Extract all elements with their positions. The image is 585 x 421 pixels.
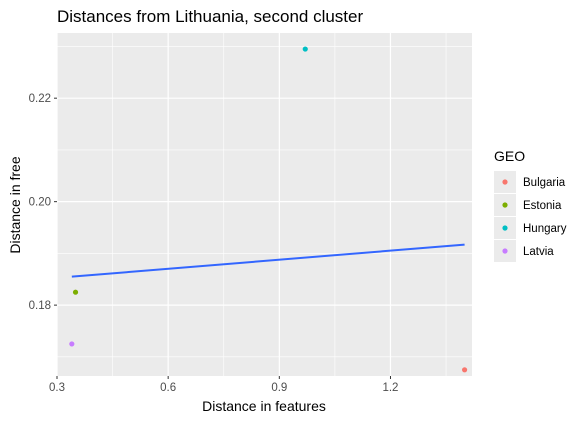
legend-key-hungary [502, 225, 507, 230]
x-tick-label: 0.6 [160, 382, 176, 394]
plot-panel [57, 33, 472, 376]
chart-title: Distances from Lithuania, second cluster [57, 7, 363, 26]
x-axis-ticks: 0.3 0.6 0.9 1.2 [49, 376, 398, 394]
legend: Bulgaria Estonia Hungary Latvia [494, 171, 567, 262]
legend-label-hungary: Hungary [523, 223, 567, 235]
x-axis-title: Distance in features [202, 398, 326, 414]
legend-label-estonia: Estonia [523, 200, 562, 212]
legend-title: GEO [494, 148, 525, 164]
y-axis-title: Distance in free [7, 156, 23, 253]
data-point-hungary [303, 46, 308, 51]
data-point-latvia [69, 341, 74, 346]
legend-key-bulgaria [502, 179, 507, 184]
x-tick-label: 0.9 [271, 382, 287, 394]
y-tick-label: 0.20 [29, 197, 51, 209]
y-tick-label: 0.22 [29, 93, 51, 105]
data-point-estonia [73, 290, 78, 295]
legend-label-latvia: Latvia [523, 246, 554, 258]
data-point-bulgaria [462, 367, 467, 372]
x-tick-label: 1.2 [382, 382, 398, 394]
legend-label-bulgaria: Bulgaria [523, 177, 566, 189]
legend-key-latvia [502, 248, 507, 253]
x-tick-label: 0.3 [49, 382, 65, 394]
y-tick-label: 0.18 [29, 300, 51, 312]
y-axis-ticks: 0.18 0.20 0.22 [29, 93, 57, 312]
legend-key-estonia [502, 202, 507, 207]
